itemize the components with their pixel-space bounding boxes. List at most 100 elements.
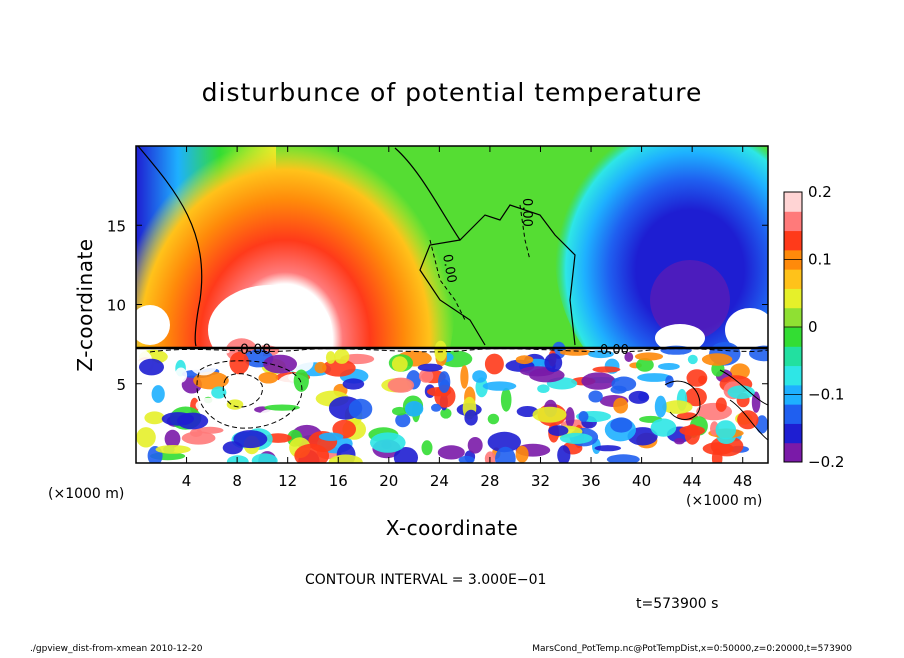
- turbulence-blob: [495, 446, 516, 463]
- turbulence-blob: [258, 372, 279, 384]
- turbulence-blob: [161, 412, 195, 426]
- turbulence-blob: [328, 454, 363, 463]
- turbulence-blob: [592, 366, 621, 373]
- turbulence-blob: [258, 408, 286, 424]
- turbulence-blob: [222, 441, 243, 455]
- turbulence-blob: [482, 381, 517, 391]
- turbulence-blob: [687, 354, 698, 365]
- contour-label-2: 0.00: [439, 253, 459, 284]
- colorbar-swatch: [784, 423, 802, 444]
- contour-dashed-left: [222, 373, 263, 408]
- z-unit-label: (×1000 m): [48, 486, 124, 502]
- turbulence-blob: [241, 386, 258, 404]
- white-core-right1: [655, 324, 705, 352]
- turbulence-blob: [529, 368, 565, 383]
- turbulence-blob: [139, 358, 164, 376]
- contour-right-1: [664, 380, 701, 420]
- turbulence-blob: [458, 455, 475, 463]
- turbulence-blob: [755, 415, 768, 434]
- turbulence-blob: [537, 384, 550, 394]
- x-tick-label: 32: [531, 472, 550, 490]
- turbulence-blob: [155, 445, 191, 454]
- contour-interface-ripple: [149, 348, 768, 353]
- turbulence-blob: [594, 445, 621, 452]
- turbulence-blob: [610, 417, 633, 433]
- contour-zero-left: [137, 146, 203, 347]
- turbulence-blob: [325, 351, 336, 364]
- colorbar-tick-label: −0.2: [808, 453, 844, 471]
- turbulence-blob: [460, 365, 469, 389]
- colorbar-swatch: [784, 365, 802, 386]
- turbulence-blob: [193, 371, 229, 390]
- turbulence-blob: [613, 397, 628, 414]
- turbulence-blob: [662, 400, 693, 414]
- turbulence-blob: [679, 425, 705, 436]
- turbulence-blob: [395, 413, 411, 428]
- turbulence-blob: [264, 404, 300, 411]
- contour-dashed-center: [429, 239, 466, 321]
- turbulence-blob: [487, 413, 500, 425]
- turbulence-blob: [565, 407, 575, 428]
- turbulence-blob: [421, 440, 433, 456]
- colorbar-swatch: [784, 288, 802, 309]
- colorbar-tick-label: 0: [808, 318, 818, 336]
- cold-core: [650, 260, 730, 340]
- turbulence-blob: [548, 425, 569, 436]
- y-axis: 5 10 15: [107, 217, 768, 394]
- turbulence-blob: [665, 375, 674, 388]
- time-label: t=573900 s: [636, 596, 718, 612]
- x-tick-label: 36: [581, 472, 600, 490]
- y-axis-label: Z-coordinate: [73, 238, 97, 371]
- turbulence-blob: [701, 353, 733, 366]
- turbulence-blob: [136, 408, 143, 424]
- turbulence-blob: [544, 353, 563, 373]
- contour-label-1: 0.00: [240, 342, 271, 358]
- colorbar-swatch: [784, 211, 802, 232]
- x-axis-label: X-coordinate: [386, 516, 519, 540]
- contour-dashed-left-outer: [196, 360, 303, 429]
- turbulence-blob: [559, 349, 593, 356]
- colorbar-swatch: [784, 327, 802, 347]
- turbulence-blob: [136, 427, 156, 448]
- x-tick-label: 28: [480, 472, 499, 490]
- turbulence-blob: [151, 385, 165, 403]
- turbulence-blob: [751, 391, 761, 413]
- turbulence-blob: [500, 387, 512, 412]
- turbulence-blob: [559, 432, 593, 444]
- x-tick-label: 4: [182, 472, 192, 490]
- turbulence-blob: [226, 455, 249, 463]
- turbulence-blob: [391, 356, 408, 372]
- x-unit-label: (×1000 m): [686, 493, 762, 509]
- turbulence-blob: [715, 397, 727, 412]
- turbulence-blob: [557, 445, 571, 463]
- colorbar-tick-label: 0.1: [808, 251, 832, 269]
- y-tick-label: 10: [107, 297, 126, 315]
- turbulence-blob: [392, 406, 407, 416]
- turbulence-blob: [144, 411, 165, 425]
- turbulence-blob: [676, 412, 698, 421]
- x-tick-label: 12: [278, 472, 297, 490]
- turbulence-blob: [434, 340, 448, 362]
- x-tick-label: 24: [430, 472, 449, 490]
- white-core-left2: [136, 305, 170, 345]
- turbulence-blob: [278, 417, 291, 434]
- white-core-right2: [725, 308, 768, 352]
- turbulence-blob: [233, 380, 270, 387]
- turbulence-blob: [294, 443, 330, 463]
- turbulent-field: [136, 338, 768, 463]
- contour-label-3: 0.00: [519, 198, 534, 227]
- x-tick-label: 16: [329, 472, 348, 490]
- colorbar-swatch: [784, 307, 802, 328]
- colorbar-tick-label: 0.2: [808, 183, 832, 201]
- turbulence-blob: [293, 369, 309, 392]
- turbulence-blob: [634, 352, 664, 361]
- plot-area: 0.00 0.00 0.00 0.00: [136, 146, 768, 463]
- contour-right-2: [719, 369, 768, 441]
- colorbar: 0.2 0.1 0 −0.1 −0.2: [783, 183, 844, 471]
- turbulence-blob: [637, 373, 672, 382]
- turbulence-blob: [334, 348, 350, 364]
- turbulence-blob: [251, 453, 278, 463]
- colorbar-swatch: [784, 192, 802, 212]
- turbulence-blob: [181, 431, 216, 445]
- contour-label-4: 0.00: [600, 343, 629, 358]
